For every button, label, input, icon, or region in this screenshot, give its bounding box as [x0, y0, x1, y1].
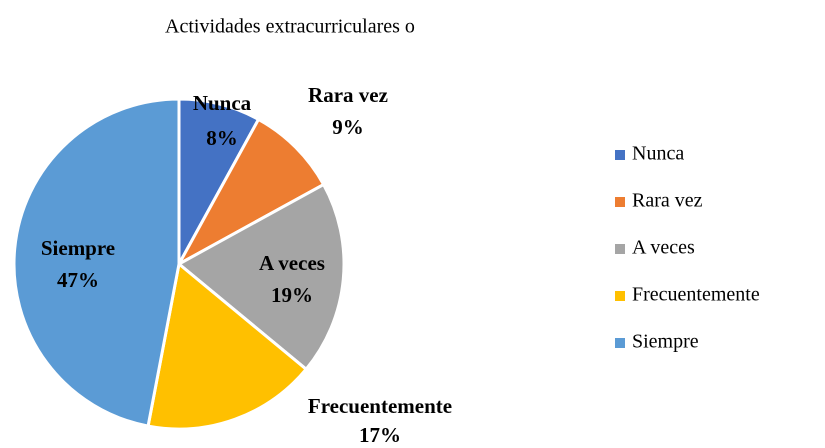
data-label-value: 17%	[359, 423, 401, 447]
data-label-value: 19%	[271, 283, 313, 307]
data-label-name: Rara vez	[308, 83, 388, 107]
data-label-name: Frecuentemente	[308, 394, 452, 418]
data-label-name: A veces	[259, 251, 325, 275]
legend-swatch	[615, 338, 625, 348]
data-label-name: Siempre	[41, 236, 115, 260]
data-label-value: 9%	[332, 115, 364, 139]
legend-label: Siempre	[632, 331, 699, 353]
legend-label: Rara vez	[632, 190, 703, 212]
legend-label: A veces	[632, 237, 695, 259]
legend-swatch	[615, 197, 625, 207]
legend-label: Frecuentemente	[632, 284, 760, 306]
pie-slice	[146, 261, 309, 431]
pie-slice	[176, 182, 346, 372]
data-label-value: 8%	[206, 126, 238, 150]
legend-label: Nunca	[632, 143, 684, 165]
pie-slice	[175, 117, 326, 268]
data-label-name: Nunca	[193, 91, 252, 115]
data-label-value: 47%	[57, 268, 99, 292]
chart-title: Actividades extracurriculares o	[165, 16, 415, 38]
legend-swatch	[615, 244, 625, 254]
pie-slice	[12, 97, 181, 428]
legend-swatch	[615, 291, 625, 301]
legend-swatch	[615, 150, 625, 160]
